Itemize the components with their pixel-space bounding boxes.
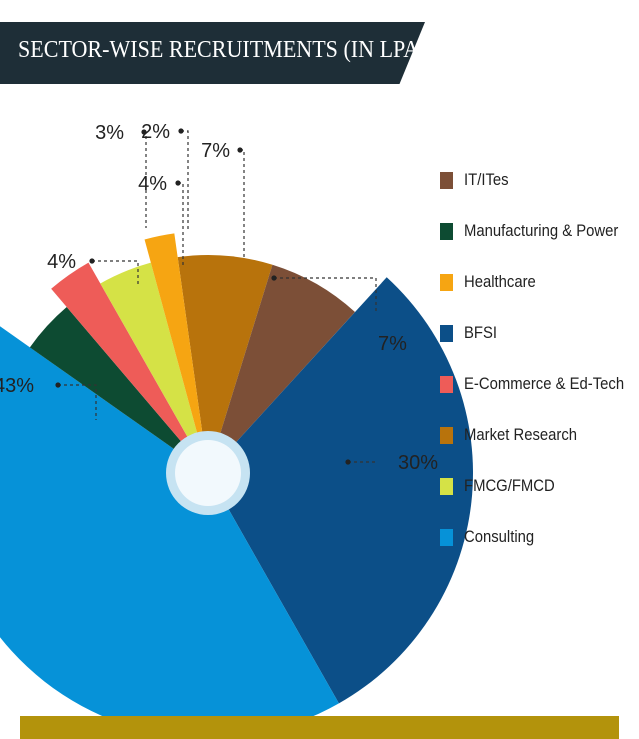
footer-bar [20,716,619,739]
legend-label: BFSI [464,324,498,342]
legend-label: Consulting [464,528,535,546]
pie-slice-e-commerce-ed-tech [51,262,208,473]
pie-slice-bfsi [208,277,474,704]
legend-label: Market Research [464,426,578,444]
leader-line-consulting [58,384,97,420]
legend-label: IT/ITes [464,171,509,189]
legend-swatch [440,376,453,393]
legend-swatch [440,223,453,240]
data-label-e-commerce-ed-tech: 3% [95,122,124,144]
legend-label: E-Commerce & Ed-Tech [464,375,625,393]
legend-item-market-research: Market Research [440,410,639,461]
legend-item-bfsi: BFSI [440,308,639,359]
leader-line-it-ites [274,277,377,312]
legend-swatch [440,427,453,444]
legend-item-manufacturing-power: Manufacturing & Power [440,206,639,257]
legend-swatch [440,478,453,495]
chart-title: SECTOR-WISE RECRUITMENTS (IN LPA) [18,36,427,63]
data-label-consulting: 43% [0,375,34,397]
legend-item-fmcg-fmcd: FMCG/FMCD [440,461,639,512]
data-label-healthcare: 2% [141,121,170,143]
legend-swatch [440,529,453,546]
legend-label: Manufacturing & Power [464,222,619,240]
pie-slice-it-ites [208,264,355,473]
data-label-manufacturing-power: 4% [47,251,76,273]
legend-item-healthcare: Healthcare [440,257,639,308]
legend-item-consulting: Consulting [440,512,639,563]
leader-dot-healthcare [178,128,184,134]
pie-slice-fmcg-fmcd [100,262,208,473]
title-banner [0,22,425,84]
leader-dot-manufacturing-power [89,258,95,264]
leader-line-manufacturing-power [92,260,139,286]
leader-line-market-research [240,149,245,258]
leader-dot-fmcg-fmcd [175,180,181,186]
pie-slice-market-research [177,254,273,473]
leader-dot-consulting [55,382,61,388]
leader-dot-it-ites [271,275,277,281]
pie-slice-consulting [0,326,339,738]
data-label-it-ites: 7% [378,333,407,355]
leader-dot-e-commerce-ed-tech [141,129,147,135]
legend-swatch [440,274,453,291]
chart-legend: IT/ITes Manufacturing & Power Healthcare BF… [440,155,639,563]
legend-label: FMCG/FMCD [464,477,555,495]
data-label-fmcg-fmcd: 4% [138,173,167,195]
legend-swatch [440,325,453,342]
leader-dot-bfsi [345,459,351,465]
legend-label: Healthcare [464,273,536,291]
legend-item-e-commerce-ed-tech: E-Commerce & Ed-Tech [440,359,639,410]
leader-line-healthcare [181,130,189,232]
data-label-bfsi: 30% [398,452,438,474]
legend-item-it-ites: IT/ITes [440,155,639,206]
pie-slice-manufacturing-power [29,306,208,473]
leader-line-fmcg-fmcd [178,182,184,268]
leader-dot-market-research [237,147,243,153]
legend-swatch [440,172,453,189]
pie-hole-center [175,440,241,506]
data-label-market-research: 7% [201,140,230,162]
pie-slice-healthcare [144,233,208,473]
